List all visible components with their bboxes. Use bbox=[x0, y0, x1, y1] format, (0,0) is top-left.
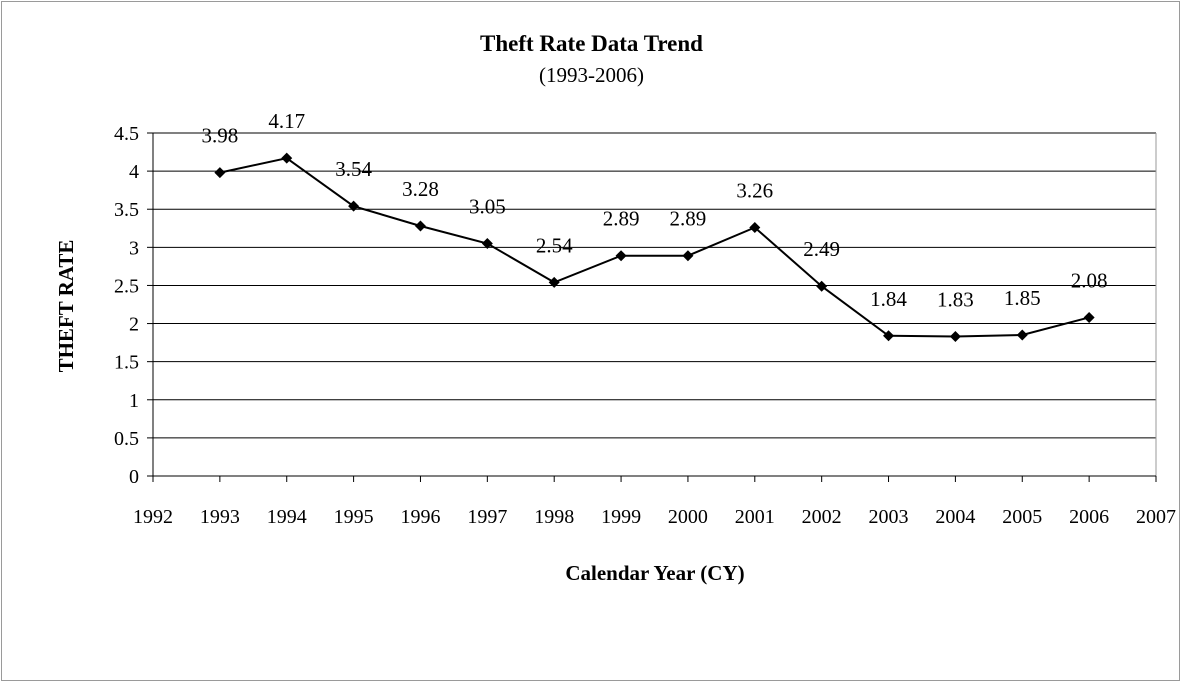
x-tick-label-1: 1993 bbox=[200, 506, 240, 528]
x-axis-title: Calendar Year (CY) bbox=[565, 561, 744, 585]
x-tick-label-9: 2001 bbox=[735, 506, 775, 528]
x-tick-label-12: 2004 bbox=[935, 506, 975, 528]
data-label-2000: 2.89 bbox=[670, 207, 707, 231]
data-point-1993 bbox=[214, 167, 226, 179]
x-tick-label-7: 1999 bbox=[601, 506, 641, 528]
x-tick-label-13: 2005 bbox=[1002, 506, 1042, 528]
x-tick-label-0: 1992 bbox=[133, 506, 173, 528]
x-tick-label-6: 1998 bbox=[534, 506, 574, 528]
x-tick-label-11: 2003 bbox=[869, 506, 909, 528]
data-point-2002 bbox=[816, 280, 828, 292]
x-tick-label-5: 1997 bbox=[467, 506, 507, 528]
gridlines bbox=[153, 132, 1156, 439]
series-line bbox=[219, 157, 1090, 338]
data-label-2005: 1.85 bbox=[1004, 286, 1041, 310]
data-label-1998: 2.54 bbox=[536, 233, 573, 257]
data-point-2006 bbox=[1083, 311, 1095, 323]
data-label-2003: 1.84 bbox=[870, 287, 907, 311]
data-point-2003 bbox=[883, 330, 895, 342]
data-label-1995: 3.54 bbox=[335, 157, 372, 181]
data-label-1993: 3.98 bbox=[201, 124, 238, 148]
x-tick-label-4: 1996 bbox=[400, 506, 440, 528]
y-tick-label-6: 3 bbox=[129, 237, 139, 259]
x-tick-label-8: 2000 bbox=[668, 506, 708, 528]
x-tick-label-2: 1994 bbox=[267, 506, 307, 528]
x-tick-label-10: 2002 bbox=[802, 506, 842, 528]
x-tick-label-15: 2007 bbox=[1136, 506, 1176, 528]
y-tick-label-7: 3.5 bbox=[114, 199, 139, 221]
chart-subtitle: (1993-2006) bbox=[539, 63, 644, 87]
y-tick-label-5: 2.5 bbox=[114, 275, 139, 297]
data-label-1997: 3.05 bbox=[469, 195, 506, 219]
y-tick-label-4: 2 bbox=[129, 314, 139, 336]
data-point-1999 bbox=[615, 250, 627, 262]
y-tick-label-0: 0 bbox=[129, 466, 139, 488]
data-label-2006: 2.08 bbox=[1071, 268, 1108, 292]
data-label-2004: 1.83 bbox=[937, 288, 974, 312]
chart-title: Theft Rate Data Trend bbox=[480, 31, 703, 56]
data-point-1994 bbox=[281, 152, 293, 164]
data-point-1995 bbox=[348, 200, 360, 212]
y-tick-label-8: 4 bbox=[129, 161, 139, 183]
data-label-2002: 2.49 bbox=[803, 237, 840, 261]
data-label-2001: 3.26 bbox=[736, 179, 773, 203]
data-label-1994: 4.17 bbox=[268, 109, 305, 133]
y-axis-title: THEFT RATE bbox=[54, 240, 78, 373]
data-label-1996: 3.28 bbox=[402, 177, 439, 201]
x-tick-label-14: 2006 bbox=[1069, 506, 1109, 528]
y-tick-label-3: 1.5 bbox=[114, 352, 139, 374]
data-label-1999: 2.89 bbox=[603, 207, 640, 231]
data-point-1996 bbox=[414, 220, 426, 232]
data-point-1998 bbox=[548, 276, 560, 288]
y-tick-label-9: 4.5 bbox=[114, 123, 139, 145]
data-point-1997 bbox=[481, 238, 493, 250]
x-tick-label-3: 1995 bbox=[334, 506, 374, 528]
data-point-2005 bbox=[1016, 329, 1028, 341]
data-point-2004 bbox=[949, 331, 961, 343]
y-tick-label-1: 0.5 bbox=[114, 428, 139, 450]
y-tick-label-2: 1 bbox=[129, 390, 139, 412]
series-theft-rate: 3.98 4.17 3.54 3.28 3.05 2.54 2.89 2.89 3.26 2.49… bbox=[201, 109, 1108, 343]
data-point-2000 bbox=[682, 250, 694, 262]
data-point-2001 bbox=[749, 222, 761, 234]
